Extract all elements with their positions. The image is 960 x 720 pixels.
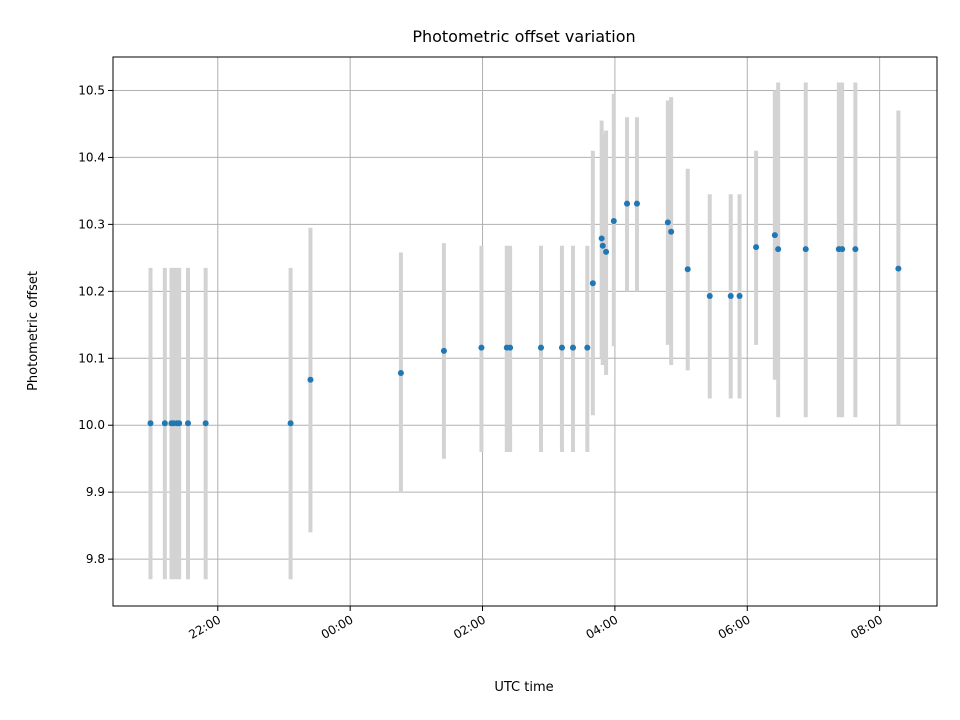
x-tick-label: 08:00 (848, 612, 885, 641)
data-point (684, 266, 691, 273)
data-point (287, 420, 294, 427)
y-tick-label: 9.8 (86, 552, 105, 566)
data-point (839, 246, 846, 253)
data-point (558, 344, 565, 351)
data-point (537, 344, 544, 351)
data-point (569, 344, 576, 351)
plot-frame (112, 56, 938, 607)
data-point (599, 242, 606, 249)
x-axis-label: UTC time (494, 680, 553, 695)
data-point (771, 232, 778, 239)
data-point (775, 246, 782, 253)
data-points (147, 200, 902, 427)
data-point (161, 420, 168, 427)
data-point (598, 235, 605, 242)
y-axis: 9.8 9.9 10.0 10.1 10.2 10.3 10.4 10.5 (78, 83, 113, 566)
x-tick-label: 06:00 (716, 612, 753, 641)
data-point (589, 280, 596, 287)
data-point (176, 420, 183, 427)
data-point (802, 246, 809, 253)
x-axis: 22:00 00:00 02:00 04:00 06:00 08:00 (186, 606, 885, 642)
y-tick-label: 9.9 (86, 485, 105, 499)
grid (113, 57, 937, 606)
data-point (706, 293, 713, 300)
data-point (584, 344, 591, 351)
data-point (736, 293, 743, 300)
data-point (603, 248, 610, 255)
y-tick-label: 10.4 (78, 150, 105, 164)
x-tick-label: 04:00 (583, 612, 620, 641)
data-point (307, 376, 314, 383)
data-point (202, 420, 209, 427)
data-point (727, 293, 734, 300)
y-tick-label: 10.1 (78, 351, 105, 365)
x-tick-label: 00:00 (319, 612, 356, 641)
y-tick-label: 10.3 (78, 217, 105, 231)
data-point (624, 200, 631, 207)
data-point (440, 347, 447, 354)
data-point (147, 420, 154, 427)
data-point (633, 200, 640, 207)
data-point (664, 219, 671, 226)
y-axis-label: Photometric offset (26, 271, 41, 391)
data-point (397, 370, 404, 377)
y-tick-label: 10.5 (78, 83, 105, 97)
data-point (478, 344, 485, 351)
data-point (185, 420, 192, 427)
x-tick-label: 22:00 (186, 612, 223, 641)
data-point (852, 246, 859, 253)
data-point (610, 218, 617, 225)
y-tick-label: 10.2 (78, 284, 105, 298)
data-point (895, 265, 902, 272)
x-tick-label: 02:00 (451, 612, 488, 641)
data-point (668, 228, 675, 235)
data-point (753, 244, 760, 251)
data-point (507, 344, 514, 351)
chart-title: Photometric offset variation (412, 27, 635, 46)
y-tick-label: 10.0 (78, 418, 105, 432)
